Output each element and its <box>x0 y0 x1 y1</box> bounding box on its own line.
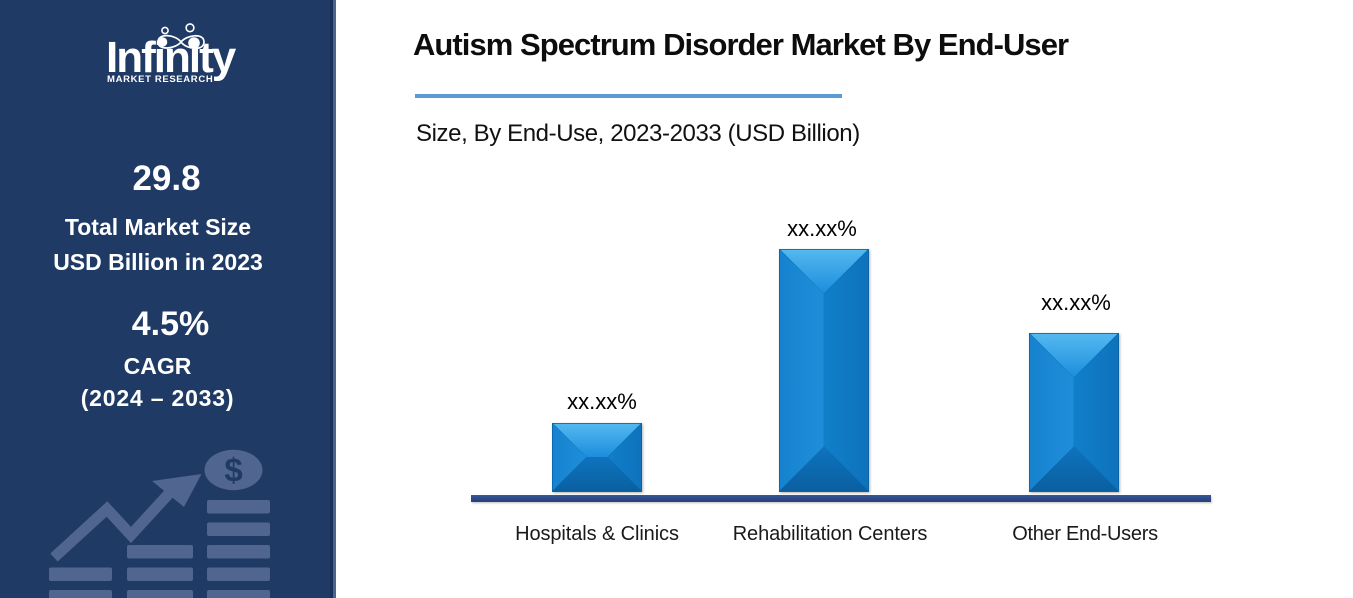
svg-text:$: $ <box>224 452 242 489</box>
